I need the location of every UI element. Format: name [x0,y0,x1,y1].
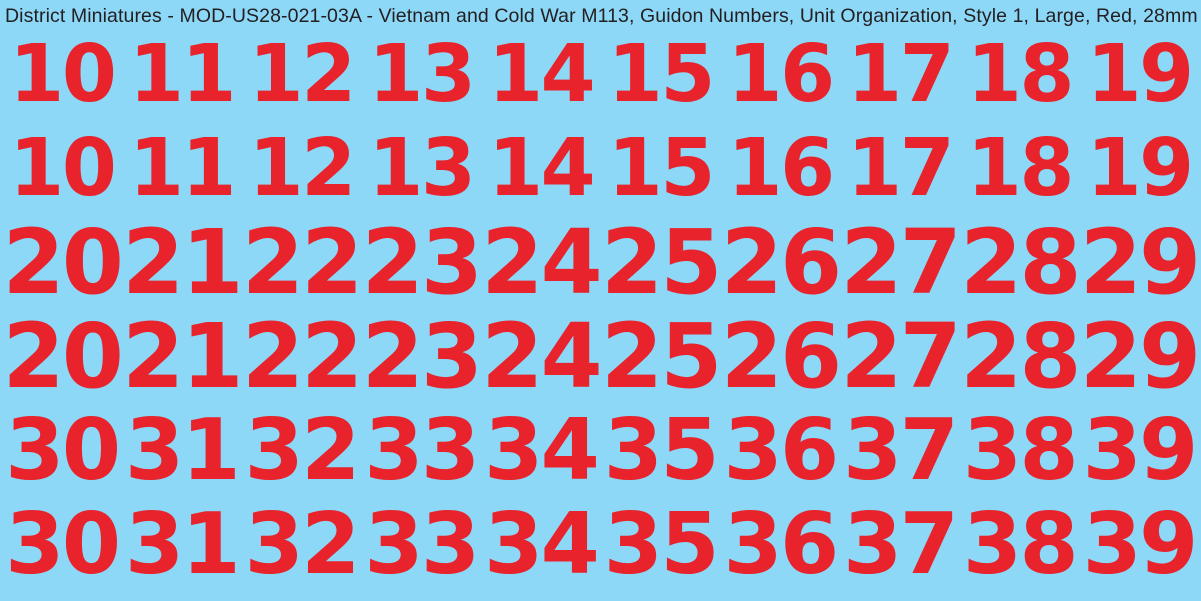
decal-number: 25 [601,210,722,315]
number-row-10-19-first: 10 11 12 13 14 15 16 17 18 19 [0,28,1201,122]
decal-number: 31 [124,494,241,594]
decal-number: 14 [488,122,596,215]
decal-number: 15 [607,28,716,121]
decal-number: 36 [723,494,839,594]
decal-number: 20 [2,303,124,408]
decal-number: 38 [962,400,1079,500]
decal-number-grid: 10 11 12 13 14 15 16 17 18 19 10 11 12 1… [0,28,1201,591]
decal-number: 27 [840,303,962,408]
number-row-30-39-second: 30 31 32 33 34 35 36 37 38 39 [0,497,1201,591]
decal-number: 16 [727,122,835,215]
number-row-20-29-second: 20 21 22 23 24 25 26 27 28 29 [0,309,1201,403]
decal-number: 37 [843,494,959,594]
decal-number: 13 [368,28,476,121]
decal-number: 30 [5,400,121,500]
decal-number: 18 [966,122,1075,215]
decal-number: 31 [124,400,241,500]
decal-number: 21 [122,303,243,408]
decal-number: 39 [1082,494,1199,594]
decal-number: 34 [484,400,600,500]
number-row-20-29-first: 20 21 22 23 24 25 26 27 28 29 [0,216,1201,310]
decal-number: 27 [840,210,962,315]
decal-number: 29 [1079,210,1201,315]
decal-number: 23 [361,303,483,408]
decal-number: 10 [9,28,117,121]
decal-number: 21 [122,210,243,315]
decal-number: 12 [248,28,357,121]
decal-number: 17 [847,28,955,121]
decal-number: 34 [484,494,600,594]
decal-number: 35 [603,400,720,500]
decal-number: 38 [962,494,1079,594]
decal-number: 12 [248,122,357,215]
decal-number: 11 [128,122,237,215]
decal-number: 10 [9,122,117,215]
number-row-30-39-first: 30 31 32 33 34 35 36 37 38 39 [0,403,1201,497]
decal-number: 26 [720,303,842,408]
decal-number: 30 [5,494,121,594]
decal-number: 36 [723,400,839,500]
decal-number: 18 [966,28,1075,121]
decal-number: 28 [960,303,1081,408]
decal-number: 24 [481,303,602,408]
decal-number: 33 [364,400,480,500]
decal-number: 19 [1086,28,1195,121]
decal-number: 35 [603,494,720,594]
decal-number: 16 [727,28,835,121]
decal-number: 24 [481,210,602,315]
decal-number: 28 [960,210,1081,315]
decal-number: 17 [847,122,955,215]
decal-number: 26 [720,210,842,315]
decal-number: 14 [488,28,596,121]
decal-number: 33 [364,494,480,594]
decal-number: 37 [843,400,959,500]
decal-number: 22 [242,210,363,315]
decal-number: 29 [1079,303,1201,408]
decal-number: 15 [607,122,716,215]
decal-number: 11 [128,28,237,121]
decal-number: 19 [1086,122,1195,215]
decal-number: 22 [242,303,363,408]
decal-number: 20 [2,210,124,315]
decal-number: 13 [368,122,476,215]
decal-number: 25 [601,303,722,408]
decal-number: 39 [1082,400,1199,500]
decal-number: 23 [361,210,483,315]
sheet-title: District Miniatures - MOD-US28-021-03A -… [5,5,1198,27]
decal-number: 32 [244,494,361,594]
decal-number: 32 [244,400,361,500]
number-row-10-19-second: 10 11 12 13 14 15 16 17 18 19 [0,122,1201,216]
